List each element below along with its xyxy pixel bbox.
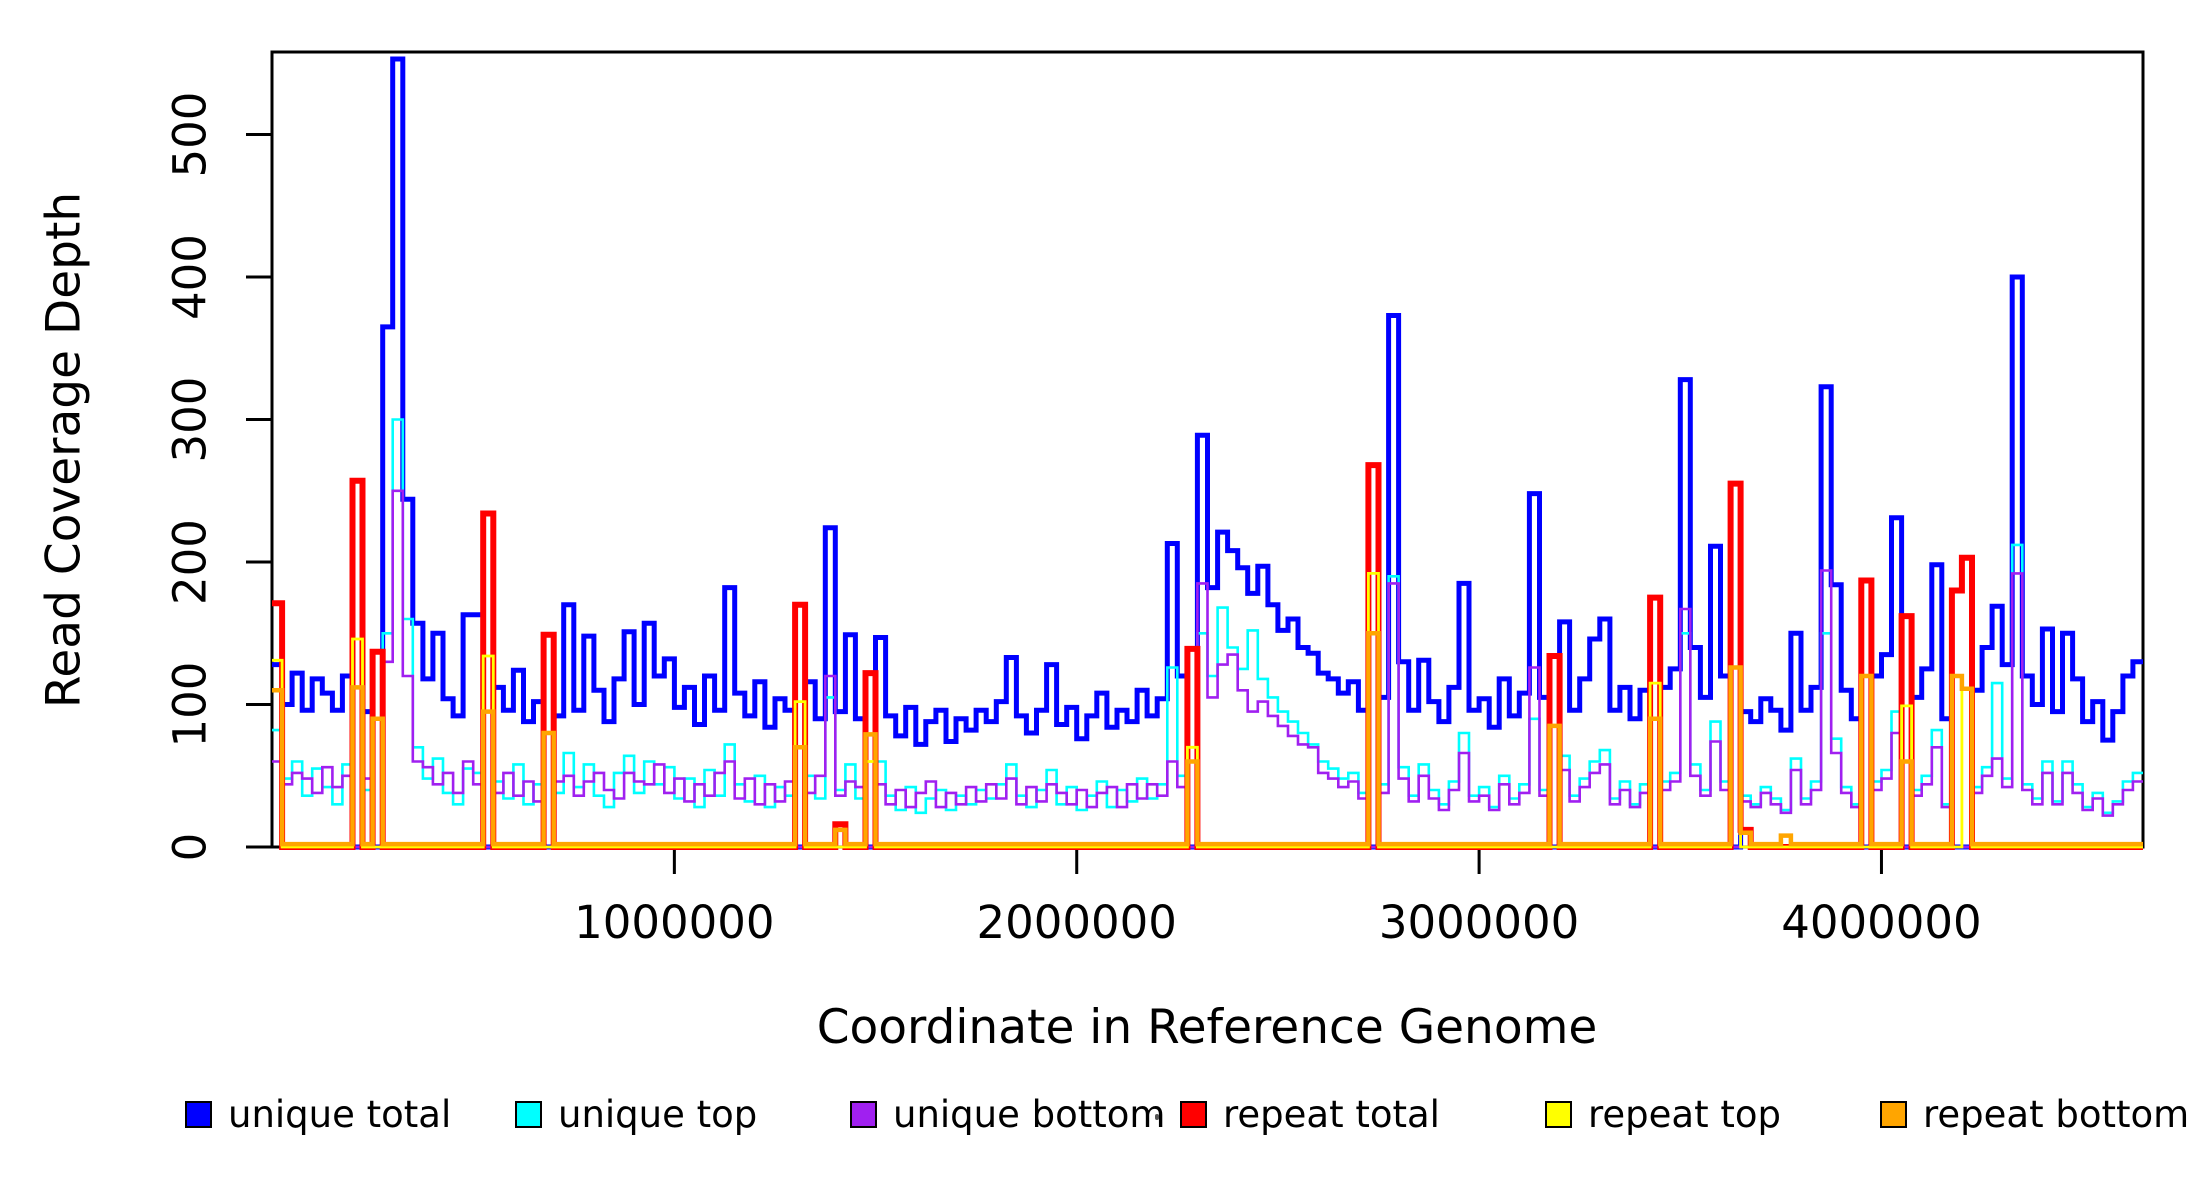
x-axis-title: Coordinate in Reference Genome [816,1000,1598,1055]
unique-top-label: unique top [558,1092,758,1136]
unique-bottom-label: unique bottom [893,1092,1166,1136]
y-tick-label: 100 [164,662,217,748]
y-axis-title: Read Coverage Depth [36,191,92,709]
series-repeat-top-line [272,572,2143,849]
x-tick-label: 3000000 [1379,896,1579,949]
legend-item-repeat-top: repeat top [1545,1093,1781,1136]
y-tick-label: 300 [164,377,217,463]
y-tick-label: 0 [164,833,217,862]
series-unique-total-line [272,56,2143,850]
legend-item-repeat-bottom: repeat bottom [1880,1093,2189,1136]
legend-item-unique-bottom: unique bottom [850,1093,1165,1136]
repeat-bottom-swatch [1880,1100,1907,1128]
x-tick-label: 4000000 [1781,896,1981,949]
stray-mark [1155,1114,1159,1120]
series-repeat-bottom-line [272,631,2143,847]
repeat-total-label: repeat total [1223,1092,1440,1136]
legend-item-unique-top: unique top [515,1093,757,1136]
unique-top-swatch [515,1100,542,1128]
unique-bottom-swatch [850,1100,877,1128]
repeat-bottom-label: repeat bottom [1923,1092,2190,1136]
legend-item-unique-total: unique total [185,1093,451,1136]
legend-item-repeat-total: repeat total [1180,1093,1440,1136]
y-tick-label: 400 [164,234,217,320]
x-tick-label: 2000000 [977,896,1177,949]
y-tick-label: 500 [164,92,217,178]
unique-total-label: unique total [228,1092,452,1136]
x-tick-label: 1000000 [574,896,774,949]
unique-total-swatch [185,1100,212,1128]
repeat-top-label: repeat top [1588,1092,1781,1136]
repeat-total-swatch [1180,1100,1207,1128]
repeat-top-swatch [1545,1100,1572,1128]
y-tick-label: 200 [164,519,217,605]
series-unique-bottom-line [272,489,2143,849]
